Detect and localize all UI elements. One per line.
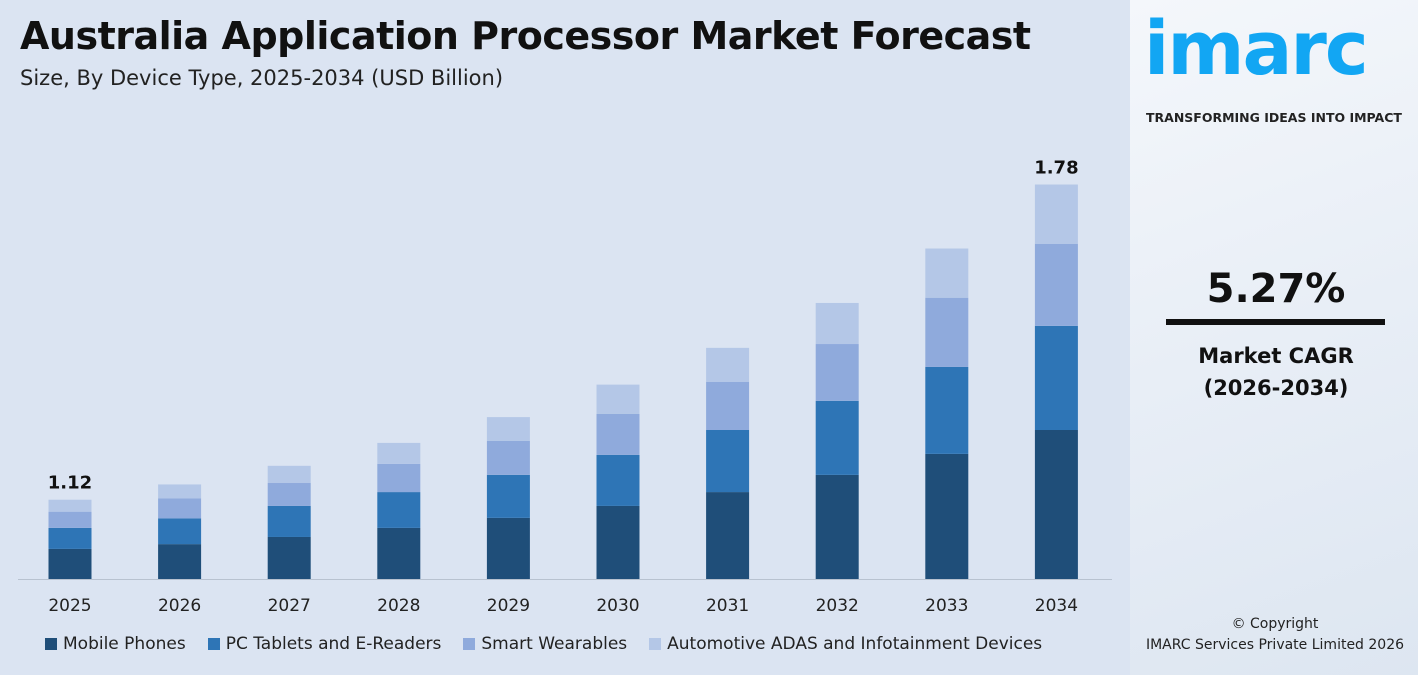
data-label: 1.78 <box>1034 158 1078 179</box>
bar-segment-2033-3 <box>925 248 969 298</box>
cagr-value: 5.27% <box>1206 266 1346 312</box>
bar-segment-2027-0 <box>267 536 311 579</box>
cagr-label: Market CAGR (2026-2034) <box>1166 340 1386 404</box>
bar-segment-2029-3 <box>486 417 530 441</box>
bar-segment-2027-2 <box>267 483 311 506</box>
legend-item: PC Tablets and E-Readers <box>207 634 442 654</box>
bar-segment-2034-1 <box>1034 325 1078 430</box>
bar-segment-2032-2 <box>815 344 859 401</box>
bar-segment-2034-3 <box>1034 184 1078 244</box>
bar-segment-2034-2 <box>1034 243 1078 326</box>
brand-tagline: TRANSFORMING IDEAS INTO IMPACT <box>1146 110 1402 125</box>
imarc-logo: imarc <box>1144 6 1369 92</box>
bar-segment-2028-3 <box>377 442 421 464</box>
x-tick-label: 2032 <box>816 596 859 616</box>
legend-item: Automotive ADAS and Infotainment Devices <box>649 634 1042 654</box>
copyright-line1: © Copyright <box>1231 616 1319 632</box>
legend-item: Mobile Phones <box>45 634 186 654</box>
legend-label: Automotive ADAS and Infotainment Devices <box>667 634 1043 654</box>
brand-panel <box>1130 0 1418 675</box>
legend-swatch <box>649 638 662 650</box>
bar-segment-2025-1 <box>48 527 92 549</box>
bar-segment-2031-1 <box>706 429 750 493</box>
legend-swatch <box>207 638 220 650</box>
bar-segment-2032-3 <box>815 302 859 345</box>
bar-segment-2025-3 <box>48 499 92 512</box>
x-tick-label: 2025 <box>48 596 91 616</box>
copyright-line2: IMARC Services Private Limited 2026 <box>1145 637 1405 653</box>
x-tick-label: 2031 <box>706 596 749 616</box>
bar-segment-2026-1 <box>158 518 202 545</box>
x-tick-label: 2027 <box>268 596 311 616</box>
cagr-label-text: Market CAGR <box>1198 344 1354 368</box>
legend-item: Smart Wearables <box>463 634 627 654</box>
bar-segment-2028-1 <box>377 492 421 528</box>
legend-swatch <box>463 638 476 650</box>
bar-segment-2028-0 <box>377 527 421 579</box>
bar-segment-2033-0 <box>925 453 969 579</box>
legend: Mobile Phones PC Tablets and E-Readers Sma… <box>45 634 1064 654</box>
bar-segment-2033-2 <box>925 297 969 367</box>
legend-label: Smart Wearables <box>481 634 628 654</box>
x-tick-label: 2026 <box>158 596 201 616</box>
bar-segment-2034-0 <box>1034 429 1078 579</box>
chart-title: Australia Application Processor Market F… <box>20 14 1031 58</box>
bar-segment-2029-0 <box>486 517 530 579</box>
bar-segment-2030-0 <box>596 505 640 579</box>
bar-segment-2033-1 <box>925 366 969 454</box>
bar-segment-2029-1 <box>486 474 530 518</box>
bar-segment-2028-2 <box>377 463 421 493</box>
bar-segment-2027-3 <box>267 465 311 484</box>
bar-segment-2031-2 <box>706 381 750 430</box>
bar-segment-2031-0 <box>706 492 750 579</box>
bar-segment-2026-3 <box>158 484 202 499</box>
cagr-divider <box>1166 319 1385 325</box>
data-label: 1.12 <box>48 473 92 494</box>
bar-segment-2025-2 <box>48 511 92 528</box>
x-tick-label: 2034 <box>1035 596 1078 616</box>
copyright: © Copyright IMARC Services Private Limit… <box>1140 614 1410 656</box>
bar-segment-2032-0 <box>815 474 859 579</box>
legend-label: Mobile Phones <box>63 634 186 654</box>
cagr-period: (2026-2034) <box>1203 376 1349 400</box>
bar-segment-2030-1 <box>596 454 640 506</box>
x-tick-label: 2030 <box>596 596 639 616</box>
legend-swatch <box>45 638 57 650</box>
stacked-bar-chart: 2025 1.12 2026 2027 2028 2029 2030 2031 2032 2033… <box>18 158 1112 616</box>
x-tick-label: 2033 <box>925 596 968 616</box>
x-tick-label: 2028 <box>377 596 420 616</box>
legend-label: PC Tablets and E-Readers <box>225 634 442 654</box>
chart-subtitle: Size, By Device Type, 2025-2034 (USD Bil… <box>20 66 504 90</box>
x-tick-label: 2029 <box>487 596 530 616</box>
bar-segment-2030-3 <box>596 384 640 414</box>
bar-segment-2025-0 <box>48 548 92 579</box>
bar-segment-2027-1 <box>267 505 311 537</box>
bar-segment-2026-2 <box>158 498 202 519</box>
bar-segment-2026-0 <box>158 544 202 579</box>
bar-segment-2032-1 <box>815 400 859 475</box>
bar-segment-2031-3 <box>706 347 750 382</box>
bar-segment-2029-2 <box>486 440 530 475</box>
bar-segment-2030-2 <box>596 413 640 455</box>
